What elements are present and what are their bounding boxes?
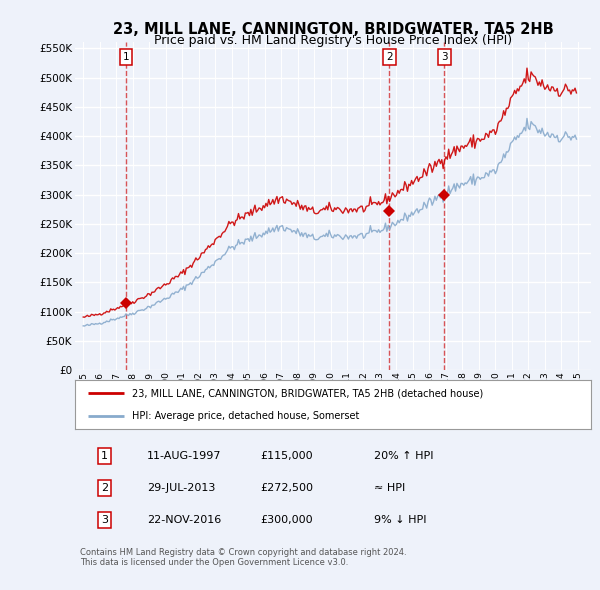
Text: 1: 1 (123, 53, 130, 62)
Text: £300,000: £300,000 (261, 515, 313, 525)
Text: 3: 3 (101, 515, 108, 525)
Text: 2: 2 (101, 483, 108, 493)
Text: 1: 1 (101, 451, 108, 461)
Text: 11-AUG-1997: 11-AUG-1997 (147, 451, 222, 461)
Text: 20% ↑ HPI: 20% ↑ HPI (374, 451, 434, 461)
Text: £115,000: £115,000 (261, 451, 313, 461)
Text: 2: 2 (386, 53, 392, 62)
Text: 23, MILL LANE, CANNINGTON, BRIDGWATER, TA5 2HB: 23, MILL LANE, CANNINGTON, BRIDGWATER, T… (113, 22, 553, 37)
Text: 29-JUL-2013: 29-JUL-2013 (147, 483, 215, 493)
Text: 23, MILL LANE, CANNINGTON, BRIDGWATER, TA5 2HB (detached house): 23, MILL LANE, CANNINGTON, BRIDGWATER, T… (132, 388, 483, 398)
Text: £272,500: £272,500 (261, 483, 314, 493)
Text: Price paid vs. HM Land Registry's House Price Index (HPI): Price paid vs. HM Land Registry's House … (154, 34, 512, 47)
Text: 9% ↓ HPI: 9% ↓ HPI (374, 515, 427, 525)
Text: ≈ HPI: ≈ HPI (374, 483, 406, 493)
Text: Contains HM Land Registry data © Crown copyright and database right 2024.
This d: Contains HM Land Registry data © Crown c… (80, 548, 407, 568)
Text: HPI: Average price, detached house, Somerset: HPI: Average price, detached house, Some… (132, 411, 359, 421)
Text: 3: 3 (441, 53, 448, 62)
Text: 22-NOV-2016: 22-NOV-2016 (147, 515, 221, 525)
